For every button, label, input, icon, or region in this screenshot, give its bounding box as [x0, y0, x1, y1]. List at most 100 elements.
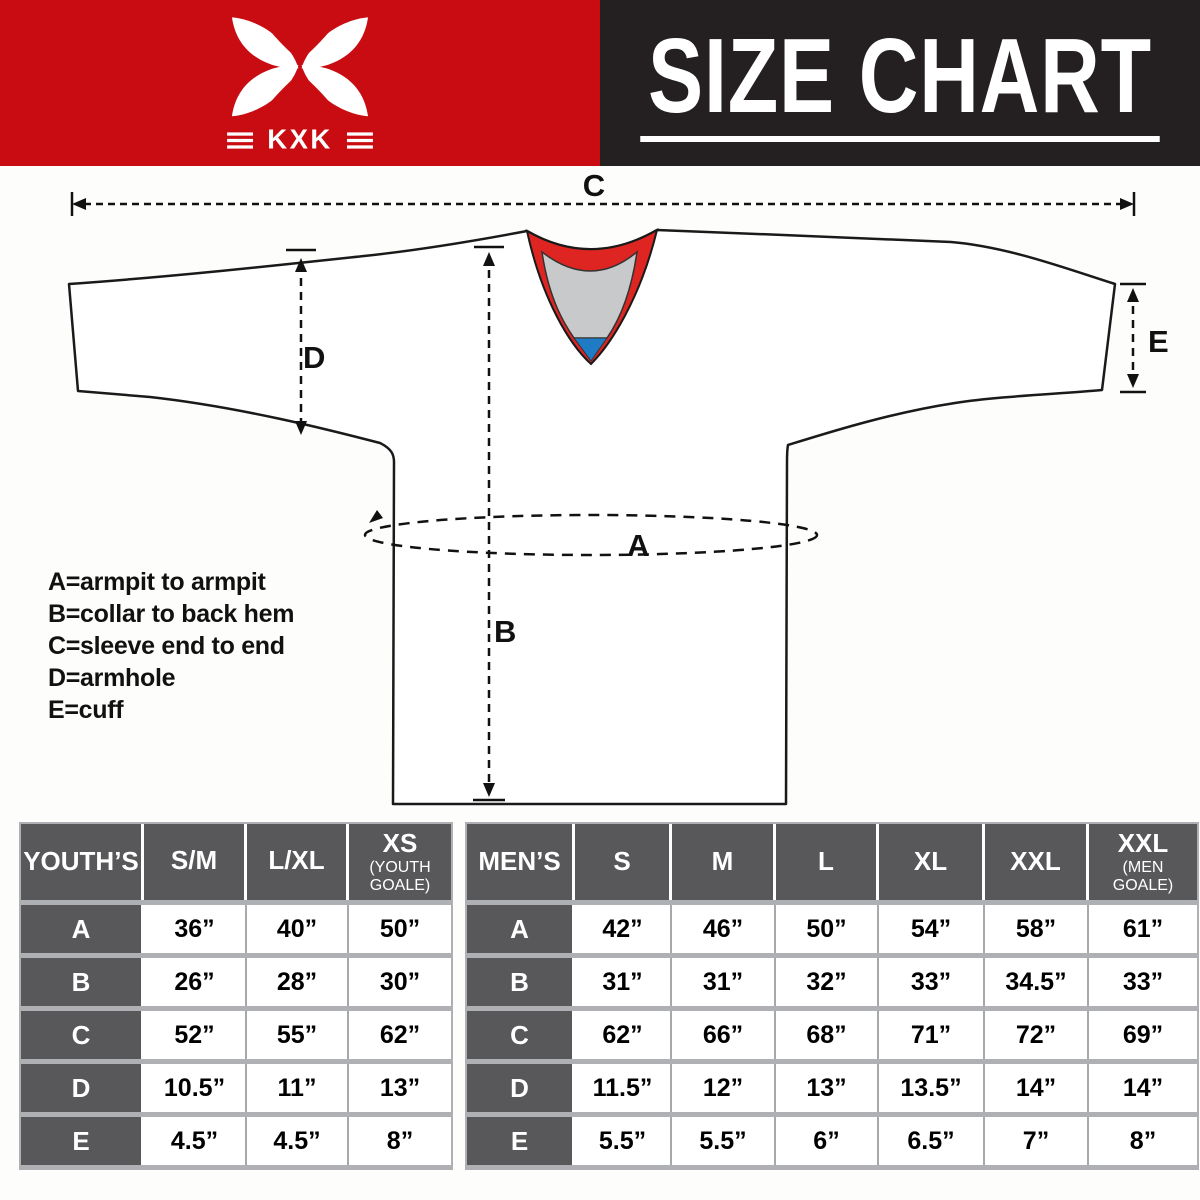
title-underline: SIZE CHART [640, 17, 1160, 142]
table-cell: 34.5” [985, 958, 1089, 1006]
table-cell: 11” [247, 1064, 349, 1112]
table-cell: 8” [1089, 1117, 1197, 1165]
table-cell: 13” [349, 1064, 451, 1112]
table-cell: 4.5” [144, 1117, 247, 1165]
mens-header-row: MEN’S S M L XL XXL XXL (MEN GOA [467, 824, 1197, 905]
table-cell: 50” [349, 905, 451, 953]
table-cell: 42” [575, 905, 672, 953]
table-cell: 52” [144, 1011, 247, 1059]
table-cell: 28” [247, 958, 349, 1006]
legend-line-b: B=collar to back hem [48, 600, 295, 628]
col-label: XL [913, 846, 948, 877]
youth-col-xs-goalie: XS (YOUTH GOALE) [349, 824, 451, 900]
table-cell: 14” [985, 1064, 1089, 1112]
row-label: A [21, 905, 144, 953]
table-cell: 6” [776, 1117, 879, 1165]
measurement-legend: A=armpit to armpit B=collar to back hem … [48, 566, 294, 726]
col-label: L [818, 846, 834, 877]
mens-row-B: B 31” 31” 32” 33” 34.5” 33” [467, 958, 1197, 1011]
label-A: A [627, 528, 649, 563]
row-label: B [21, 958, 144, 1006]
logo-bars-right [346, 132, 373, 149]
col-label: S/M [170, 845, 218, 876]
table-cell: 33” [879, 958, 985, 1006]
table-cell: 11.5” [575, 1064, 672, 1112]
youth-col-sm: S/M [144, 824, 247, 900]
table-cell: 46” [672, 905, 776, 953]
measure-ellipse-A: A [363, 510, 819, 563]
table-cell: 33” [1089, 958, 1197, 1006]
table-cell: 54” [879, 905, 985, 953]
table-cell: 50” [776, 905, 879, 953]
label-E: E [1148, 324, 1169, 359]
table-cell: 6.5” [879, 1117, 985, 1165]
jersey-outline [67, 228, 1117, 806]
youth-row-B: B 26” 28” 30” [21, 958, 451, 1011]
mens-size-table: MEN’S S M L XL XXL XXL (MEN GOA [465, 822, 1199, 1170]
table-cell: 32” [776, 958, 879, 1006]
table-cell: 31” [575, 958, 672, 1006]
measure-arrow-E: E [1120, 282, 1169, 394]
row-label: D [467, 1064, 575, 1112]
table-cell: 7” [985, 1117, 1089, 1165]
mens-col-xxl-goalie: XXL (MEN GOALE) [1089, 824, 1197, 900]
mens-col-m: M [672, 824, 776, 900]
table-cell: 5.5” [575, 1117, 672, 1165]
table-cell: 58” [985, 905, 1089, 953]
table-cell: 72” [985, 1011, 1089, 1059]
table-cell: 62” [349, 1011, 451, 1059]
table-cell: 4.5” [247, 1117, 349, 1165]
collar-blue-insert [573, 337, 608, 362]
table-cell: 71” [879, 1011, 985, 1059]
page-title: SIZE CHART [648, 17, 1152, 136]
measure-arrow-C: C [70, 168, 1136, 216]
row-label: A [467, 905, 575, 953]
legend-line-e: E=cuff [48, 696, 124, 724]
table-cell: 26” [144, 958, 247, 1006]
mens-row-A: A 42” 46” 50” 54” 58” 61” [467, 905, 1197, 958]
col-sublabel: (YOUTH GOALE) [369, 859, 431, 894]
table-cell: 13” [776, 1064, 879, 1112]
row-label: E [467, 1117, 575, 1165]
brand-logo-panel: KXK [0, 0, 600, 166]
row-label: D [21, 1064, 144, 1112]
mens-col-l: L [776, 824, 879, 900]
table-cell: 8” [349, 1117, 451, 1165]
col-label: XXL [1117, 827, 1169, 858]
youth-row-D: D 10.5” 11” 13” [21, 1064, 451, 1117]
row-label: E [21, 1117, 144, 1165]
table-cell: 55” [247, 1011, 349, 1059]
measure-arrow-D: D [286, 248, 325, 435]
mens-col-xxl: XXL [985, 824, 1089, 900]
youth-row-E: E 4.5” 4.5” 8” [21, 1117, 451, 1170]
mens-row-C: C 62” 66” 68” 71” 72” 69” [467, 1011, 1197, 1064]
youth-header-row: YOUTH’S S/M L/XL XS (YOUTH GOALE) [21, 824, 451, 905]
mens-row-D: D 11.5” 12” 13” 13.5” 14” 14” [467, 1064, 1197, 1117]
col-sublabel: (MEN GOALE) [1112, 859, 1174, 894]
youth-col-lxl: L/XL [247, 824, 349, 900]
label-D: D [303, 340, 325, 375]
mens-col-xl: XL [879, 824, 985, 900]
table-cell: 10.5” [144, 1064, 247, 1112]
youth-row-C: C 52” 55” 62” [21, 1011, 451, 1064]
col-label: XS [382, 827, 418, 858]
legend-line-a: A=armpit to armpit [48, 568, 266, 596]
mens-group-header: MEN’S [467, 824, 575, 900]
brand-header: KXK SIZE CHART [0, 0, 1200, 166]
col-label: XXL [1010, 846, 1061, 877]
col-label: S [613, 846, 631, 877]
table-cell: 61” [1089, 905, 1197, 953]
size-tables: YOUTH’S S/M L/XL XS (YOUTH GOALE) A 36” … [19, 822, 1199, 1170]
row-label: C [21, 1011, 144, 1059]
row-label: B [467, 958, 575, 1006]
col-label: M [711, 846, 734, 877]
table-cell: 30” [349, 958, 451, 1006]
legend-line-c: C=sleeve end to end [48, 632, 285, 660]
kxk-logo: KXK [227, 15, 373, 152]
table-cell: 40” [247, 905, 349, 953]
youth-size-table: YOUTH’S S/M L/XL XS (YOUTH GOALE) A 36” … [19, 822, 453, 1170]
label-C: C [583, 168, 605, 203]
legend-line-d: D=armhole [48, 664, 176, 692]
measure-arrow-B: B [473, 245, 516, 802]
